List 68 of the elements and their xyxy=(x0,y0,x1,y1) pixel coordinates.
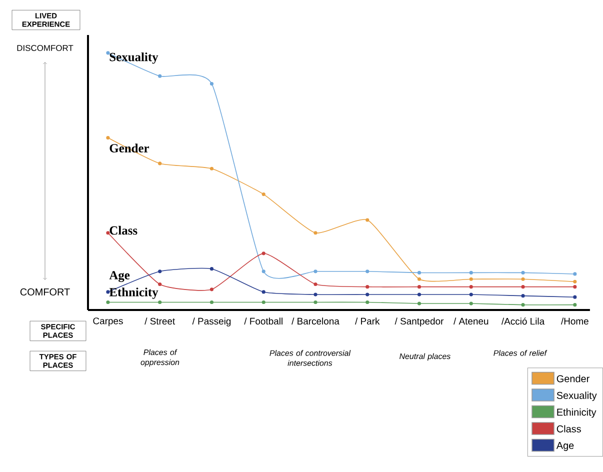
point xyxy=(106,51,110,55)
point xyxy=(417,302,422,306)
point xyxy=(573,285,577,289)
point xyxy=(366,285,370,289)
point xyxy=(210,166,214,170)
point xyxy=(158,282,162,286)
point xyxy=(158,300,162,304)
annotation: Class xyxy=(110,226,138,235)
point xyxy=(417,285,422,289)
point xyxy=(366,292,370,296)
point xyxy=(469,302,473,306)
point xyxy=(573,295,577,299)
point xyxy=(262,300,266,304)
point xyxy=(521,303,525,307)
point xyxy=(262,270,266,274)
x-tick-label: / Barcelona xyxy=(292,318,340,325)
point xyxy=(366,300,370,304)
point xyxy=(210,300,214,304)
point xyxy=(417,292,422,296)
point xyxy=(469,277,473,281)
point xyxy=(314,231,318,235)
point xyxy=(469,292,473,296)
point xyxy=(106,136,110,140)
point xyxy=(158,162,162,166)
legend-label: Age xyxy=(556,442,574,451)
point xyxy=(106,300,110,304)
point xyxy=(158,74,162,78)
point xyxy=(573,280,577,284)
text: COMFORT xyxy=(20,288,70,296)
legend-label: Class xyxy=(556,425,581,432)
point xyxy=(521,285,525,289)
x-tick-label: /Home xyxy=(560,318,588,325)
point xyxy=(573,303,577,307)
point xyxy=(262,252,266,256)
x-tick-label: /Acció Lila xyxy=(501,318,545,325)
point xyxy=(314,292,318,296)
point xyxy=(314,300,318,304)
x-tick-label: / Park xyxy=(355,318,380,325)
legend-label: Sexuality xyxy=(556,392,597,401)
point xyxy=(314,270,318,274)
text: DISCOMFORT xyxy=(17,45,74,52)
point xyxy=(521,294,525,298)
point xyxy=(521,270,525,275)
point xyxy=(417,270,422,275)
annotation: Age xyxy=(109,271,130,282)
x-tick-label: / Football xyxy=(244,318,282,325)
point xyxy=(366,270,370,274)
x-tick-label: / Santpedor xyxy=(394,318,444,326)
x-tick-label: / Street xyxy=(144,318,176,325)
point xyxy=(314,282,318,286)
x-tick-label: Carpes xyxy=(93,318,123,326)
point xyxy=(469,270,473,275)
legend-label: Ethinicity xyxy=(557,408,596,418)
legend-label: Gender xyxy=(556,374,590,382)
point xyxy=(210,288,214,292)
point xyxy=(158,270,162,274)
x-tick-label: / Passeig xyxy=(192,318,231,326)
x-tick-label: / Ateneu xyxy=(454,318,488,325)
point xyxy=(262,192,266,196)
point xyxy=(521,277,525,281)
point xyxy=(262,290,266,294)
point xyxy=(366,218,370,222)
point xyxy=(573,272,577,276)
point xyxy=(469,285,473,289)
annotation: Ethnicity xyxy=(109,288,158,299)
point xyxy=(210,82,214,86)
point xyxy=(417,277,422,281)
point xyxy=(210,267,214,271)
